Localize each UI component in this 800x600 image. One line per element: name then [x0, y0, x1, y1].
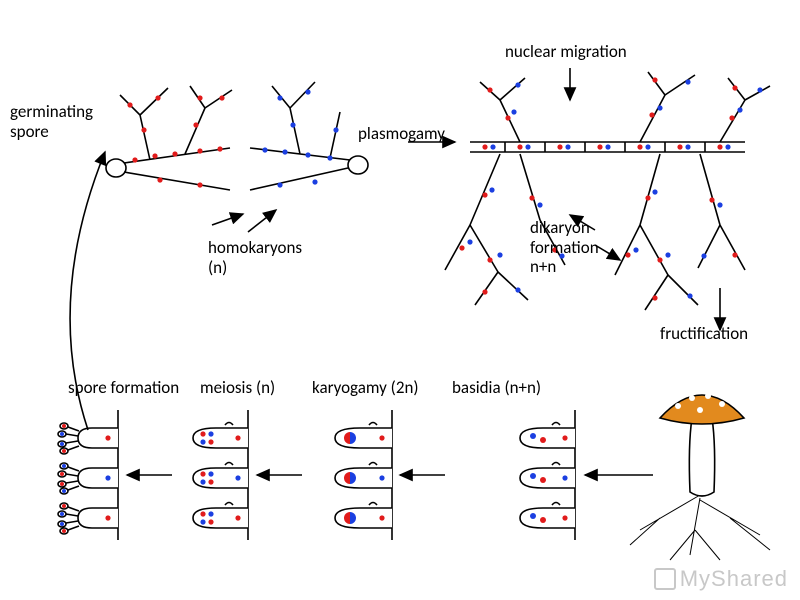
label-germinating-spore: germinating spore	[10, 102, 93, 141]
basidia-stage	[520, 423, 575, 529]
label-fructification: fructification	[660, 324, 748, 344]
label-meiosis: meiosis (n)	[200, 378, 275, 398]
label-karyogamy: karyogamy (2n)	[312, 378, 419, 398]
karyogamy-stage	[335, 423, 392, 529]
lifecycle-diagram	[0, 0, 800, 600]
label-spore-formation: spore formation	[68, 378, 179, 398]
label-plasmogamy: plasmogamy	[358, 124, 445, 144]
red-nuclei-homokaryon	[127, 95, 224, 187]
watermark-icon	[654, 568, 676, 590]
homokaryons-group	[106, 82, 368, 190]
label-dikaryon: dikaryon formation n+n	[530, 218, 599, 277]
spore-formation-stage	[58, 423, 118, 534]
watermark-text: MyShared	[680, 566, 788, 592]
label-basidia: basidia (n+n)	[452, 378, 541, 398]
label-homokaryons: homokaryons (n)	[208, 238, 302, 277]
mushroom	[630, 393, 770, 560]
label-nuclear-migration: nuclear migration	[505, 42, 627, 62]
watermark: MyShared	[654, 566, 788, 592]
meiosis-stage	[193, 423, 248, 529]
